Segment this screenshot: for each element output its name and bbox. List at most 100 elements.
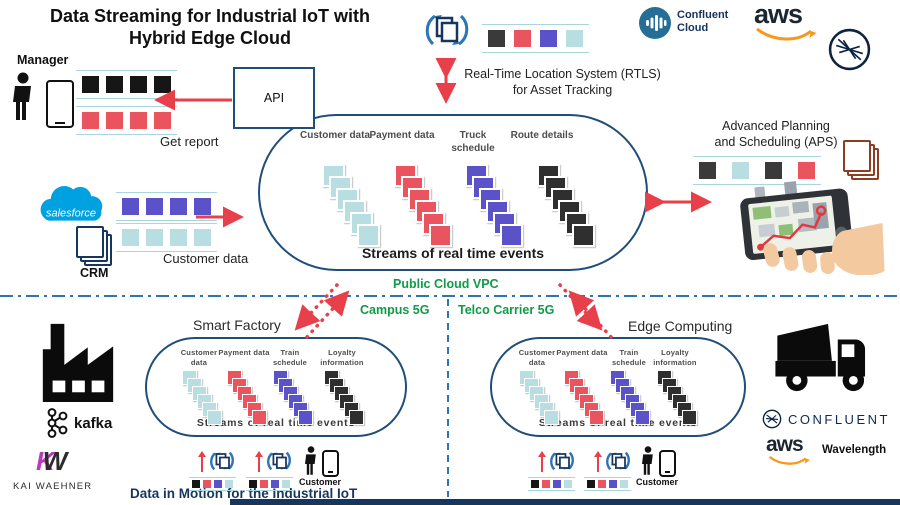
svg-text:salesforce: salesforce: [46, 207, 96, 219]
title-line1: Data Streaming for Industrial IoT with: [49, 6, 371, 26]
sf-oval-footer: Streams of real time events: [196, 417, 356, 429]
page-title: Data Streaming for Industrial IoT with H…: [26, 6, 394, 50]
aps-label: Advanced Planning and Scheduling (APS): [690, 118, 862, 151]
crm-stream-blue: [116, 223, 217, 252]
cloud-col-truck: Truck schedule: [451, 130, 495, 154]
cloud-to-factory-dotted-arrow: [294, 283, 339, 331]
confluent-spark-icon: [828, 28, 871, 71]
aws-smile-icon: [756, 28, 817, 41]
cloud-streams-oval: Customer data Payment data Truck schedul…: [258, 114, 648, 271]
confluent-cloud-line1: Confluent: [677, 9, 729, 21]
sf-col-train: Train schedule: [272, 348, 308, 367]
crm-label: CRM: [80, 266, 109, 280]
aps-stream-row: [693, 156, 821, 185]
campus-5g-label: Campus 5G: [360, 303, 430, 317]
kw-logo-k: K: [36, 446, 55, 476]
wavelength-text: Wavelength: [822, 444, 887, 456]
bottom-border-bar: [230, 499, 900, 505]
rtls-stream-row: [482, 24, 589, 53]
sf-uplink-arrow-2: [255, 451, 263, 472]
ec-sync-icon-1: [550, 451, 574, 471]
aws-wavelength-logo: aws Wavelength: [766, 433, 887, 467]
ec-col-loyalty: Loyalty information: [653, 348, 697, 367]
kw-logo-w: W: [42, 446, 68, 476]
sf-mini-stream-1: [189, 477, 236, 491]
get-report-label: Get report: [160, 134, 219, 149]
ec-uplink-arrow-2: [594, 451, 602, 472]
telco-carrier-5g-label: Telco Carrier 5G: [458, 303, 555, 317]
rtls-label-line1: Real-Time Location System (RTLS): [464, 67, 661, 81]
ec-customer-phone-icon: [659, 450, 676, 477]
manager-person-icon: [13, 72, 31, 120]
cloud-col-customer: Customer data: [300, 130, 371, 141]
kafka-logo-text: kafka: [74, 414, 113, 432]
ec-uplink-arrow-1: [538, 451, 546, 472]
cloud-col-payment: Payment data: [369, 130, 435, 141]
edge-computing-oval: Customer data Payment data Train schedul…: [490, 337, 746, 437]
manager-label: Manager: [17, 53, 69, 67]
ec-customer-person-icon: [642, 446, 653, 475]
ec-customer-label: Customer: [635, 477, 678, 487]
api-label: API: [263, 91, 285, 105]
aps-label-line2: and Scheduling (APS): [714, 135, 838, 150]
confluent-logo: CONFLUENT: [762, 409, 890, 429]
confluent-cloud-line2: Cloud: [677, 22, 709, 35]
cloud-col-route: Route details: [510, 130, 574, 141]
crm-stream-label: Customer data: [163, 251, 249, 266]
confluent-logo-text: CONFLUENT: [788, 411, 890, 427]
manager-stream-red: [76, 106, 177, 135]
cloud-oval-footer: Streams of real time events: [361, 245, 545, 261]
sf-customer-label: Customer: [298, 477, 341, 487]
ec-oval-footer: Streams of real time events: [538, 417, 698, 429]
rtls-label-line2: for Asset Tracking: [512, 83, 613, 98]
aws-logo-top: aws: [754, 0, 818, 43]
title-line2: Hybrid Edge Cloud: [129, 27, 291, 48]
sf-sync-icon-2: [267, 451, 291, 471]
edge-to-cloud-dotted-arrow: [568, 290, 613, 339]
manager-phone-icon: [46, 80, 74, 128]
aws-logo-bottom-text: aws: [766, 433, 804, 456]
kafka-logo: kafka: [45, 408, 112, 438]
aws-logo-text: aws: [754, 0, 803, 29]
confluent-cloud-icon: [639, 7, 671, 39]
factory-to-cloud-dotted-arrow: [305, 290, 350, 339]
rtls-label: Real-Time Location System (RTLS) for Ass…: [455, 66, 670, 99]
data-in-motion-caption: Data in Motion for the Industrial IoT: [130, 486, 358, 501]
sf-uplink-arrow-1: [198, 451, 206, 472]
public-cloud-vpc-label: Public Cloud VPC: [393, 277, 499, 291]
hand-phone-map-illustration: [740, 181, 885, 275]
cloud-to-edge-dotted-arrow: [558, 283, 603, 331]
aws-smile-bottom-icon: [768, 455, 810, 465]
sf-sync-icon-1: [210, 451, 234, 471]
salesforce-logo: salesforce: [40, 186, 103, 221]
aps-label-line1: Advanced Planning: [722, 119, 830, 133]
sf-mini-stream-2: [246, 477, 293, 491]
sf-customer-person-icon: [305, 446, 316, 475]
ec-sync-icon-2: [606, 451, 630, 471]
sf-col-payment: Payment data: [218, 348, 270, 357]
kafka-icon: [47, 408, 68, 438]
manager-stream-black: [76, 70, 177, 99]
smart-factory-oval: Customer data Payment data Train schedul…: [145, 337, 407, 437]
sf-col-loyalty: Loyalty information: [320, 348, 364, 367]
edge-computing-label: Edge Computing: [628, 318, 733, 334]
truck-icon: [775, 323, 866, 392]
kai-waehner-label: KAI WAEHNER: [13, 481, 93, 492]
rtls-sync-icon: [425, 14, 469, 46]
ec-col-train: Train schedule: [611, 348, 647, 367]
ec-col-payment: Payment data: [556, 348, 608, 357]
sf-col-customer: Customer data: [180, 348, 218, 367]
sf-customer-phone-icon: [322, 450, 339, 477]
ec-mini-stream-1: [528, 477, 575, 491]
ec-mini-stream-2: [584, 477, 631, 491]
aws-logo-bottom: aws: [766, 433, 812, 467]
factory-icon: [42, 323, 114, 403]
confluent-cloud-logo-text: Confluent Cloud: [677, 9, 728, 35]
api-box: API: [233, 67, 315, 129]
crm-stream-purple: [116, 192, 217, 221]
ec-col-customer: Customer data: [518, 348, 556, 367]
confluent-logo-icon: [762, 409, 782, 429]
smart-factory-label: Smart Factory: [193, 317, 281, 333]
kw-logo: KW: [36, 446, 67, 477]
